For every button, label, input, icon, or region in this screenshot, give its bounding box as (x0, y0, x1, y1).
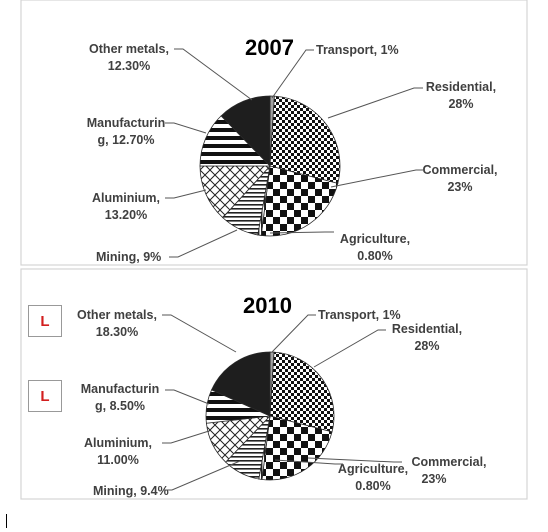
leader-lines-2010 (162, 314, 402, 491)
label-residential-2010-line1: Residential, (392, 322, 462, 336)
leader-transport-2007 (271, 49, 314, 99)
label-other-metals-2010-line1: Other metals, (77, 308, 157, 322)
leader-residential-2010 (313, 329, 386, 368)
label-mining-2010: Mining, 9.4% (93, 484, 169, 498)
pie-slice-aluminium-2007 (199, 165, 271, 219)
pie-slice-other-metals-2007 (220, 95, 271, 167)
label-agriculture-2007-line1: Agriculture, (340, 232, 410, 246)
label-commercial-2007-line1: Commercial, (422, 163, 497, 177)
pie-slice-commercial-2010 (261, 415, 333, 481)
label-manufacturing-2010-line1: Manufacturin (81, 382, 159, 396)
text-cursor (6, 514, 7, 528)
chart-title-2007: 2007 (245, 35, 294, 60)
label-commercial-2010-line1: Commercial, (411, 455, 486, 469)
leader-agriculture-2010 (274, 459, 343, 465)
pie-slice-commercial-2007 (260, 165, 339, 237)
leader-commercial-2007 (330, 169, 425, 188)
leader-other-metals-2010 (162, 314, 237, 353)
label-transport-2010: Transport, 1% (318, 308, 401, 322)
labels-2010: Other metals, 18.30% Transport, 1% Resid… (77, 308, 486, 498)
label-other-metals-2007-line2: 12.30% (108, 59, 150, 73)
leader-manufacturing-2010 (165, 389, 210, 405)
leader-mining-2010 (163, 460, 241, 491)
leader-mining-2007 (169, 229, 238, 258)
leader-other-metals-2007 (174, 48, 253, 101)
label-agriculture-2010-line2: 0.80% (355, 479, 390, 493)
label-mining-2007: Mining, 9% (96, 250, 161, 264)
flag-marker-1: L (28, 305, 62, 337)
leader-aluminium-2010 (162, 430, 210, 444)
label-residential-2007-line1: Residential, (426, 80, 496, 94)
pie-slice-residential-2007 (269, 95, 341, 184)
label-commercial-2007-line2: 23% (447, 180, 472, 194)
pie-chart-2007 (199, 95, 341, 237)
leader-aluminium-2007 (165, 189, 207, 199)
leader-commercial-2010 (307, 457, 402, 463)
label-manufacturing-2007-line1: Manufacturin (87, 116, 165, 130)
label-aluminium-2007-line2: 13.20% (105, 208, 147, 222)
pie-slice-residential-2010 (269, 351, 335, 433)
label-other-metals-2007-line1: Other metals, (89, 42, 169, 56)
labels-2007: Other metals, 12.30% Transport, 1% Resid… (87, 42, 498, 264)
flag-marker-2: L (28, 380, 62, 412)
label-manufacturing-2007-line2: g, 12.70% (98, 133, 155, 147)
label-commercial-2010-line2: 23% (421, 472, 446, 486)
label-aluminium-2007-line1: Aluminium, (92, 191, 160, 205)
leader-agriculture-2007 (269, 231, 334, 234)
label-agriculture-2010-line1: Agriculture, (338, 462, 408, 476)
pie-chart-2010 (205, 351, 335, 481)
label-other-metals-2010-line2: 18.30% (96, 325, 138, 339)
leader-manufacturing-2007 (165, 122, 207, 134)
leader-lines-2007 (165, 48, 425, 258)
label-residential-2007-line2: 28% (448, 97, 473, 111)
chart-title-2010: 2010 (243, 293, 292, 318)
leader-transport-2010 (271, 314, 316, 353)
label-aluminium-2010-line2: 11.00% (97, 453, 139, 467)
label-agriculture-2007-line2: 0.80% (357, 249, 392, 263)
label-transport-2007: Transport, 1% (316, 43, 399, 57)
label-residential-2010-line2: 28% (414, 339, 439, 353)
pie-slice-other-metals-2010 (211, 351, 271, 417)
label-manufacturing-2010-line2: g, 8.50% (95, 399, 145, 413)
pie-slice-manufacturing-2007 (199, 115, 271, 167)
label-aluminium-2010-line1: Aluminium, (84, 436, 152, 450)
leader-residential-2007 (327, 87, 423, 119)
